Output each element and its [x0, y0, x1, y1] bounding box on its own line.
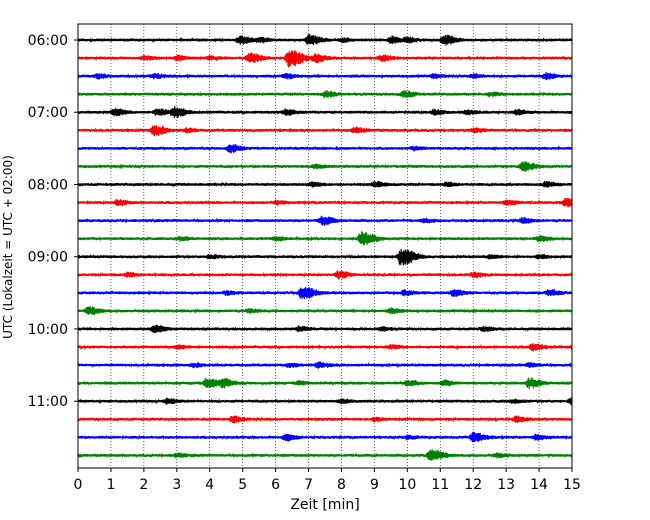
x-tick-label: 4: [205, 477, 214, 493]
seismic-traces: [77, 34, 573, 461]
trace-line: [77, 305, 573, 316]
x-tick-label: 7: [304, 477, 313, 493]
y-tick-label: 09:00: [28, 250, 68, 266]
trace-line: [77, 431, 573, 443]
trace-line: [77, 197, 573, 208]
trace-line: [77, 50, 573, 68]
trace-line: [77, 343, 573, 352]
trace-line: [77, 71, 573, 81]
trace-line: [77, 161, 573, 172]
trace-line: [77, 248, 573, 266]
x-axis-ticks: 0 1 2 3 4 5 6 7 8 9 10 11 12 13 14 15: [74, 468, 581, 493]
trace-line: [77, 106, 573, 119]
y-tick-label: 06:00: [28, 33, 68, 49]
trace-line: [77, 143, 573, 154]
x-tick-label: 8: [337, 477, 346, 493]
x-tick-label: 6: [271, 477, 280, 493]
x-tick-label: 2: [139, 477, 148, 493]
y-tick-label: 08:00: [28, 177, 68, 193]
x-tick-label: 9: [370, 477, 379, 493]
x-tick-label: 1: [106, 477, 115, 493]
trace-line: [77, 361, 573, 369]
y-tick-label: 07:00: [28, 105, 68, 121]
trace-line: [77, 90, 573, 99]
x-tick-label: 14: [530, 477, 548, 493]
x-tick-label: 11: [431, 477, 449, 493]
trace-line: [77, 180, 573, 188]
trace-line: [77, 270, 573, 280]
x-tick-label: 10: [398, 477, 416, 493]
x-tick-label: 5: [238, 477, 247, 493]
trace-line: [77, 231, 573, 246]
plot-frame: [77, 23, 573, 469]
trace-line: [77, 324, 573, 333]
y-axis-ticks: 06:00 07:00 08:00 09:00 10:00 11:00: [28, 33, 78, 410]
trace-line: [77, 397, 573, 407]
x-tick-label: 3: [172, 477, 181, 493]
y-tick-label: 10:00: [28, 322, 68, 338]
trace-line: [77, 34, 573, 46]
trace-line: [77, 286, 573, 299]
x-tick-label: 12: [464, 477, 482, 493]
trace-line: [77, 125, 573, 137]
y-axis-label: UTC (Lokalzeit = UTC + 02:00): [1, 155, 15, 339]
x-tick-label: 15: [563, 477, 581, 493]
x-axis-label: Zeit [min]: [290, 497, 359, 513]
trace-line: [77, 215, 573, 226]
x-tick-label: 13: [497, 477, 515, 493]
trace-line: [77, 449, 573, 461]
y-tick-label: 11:00: [28, 394, 68, 410]
grid-lines: [110, 24, 540, 468]
trace-line: [77, 415, 573, 424]
trace-line: [77, 377, 573, 390]
x-tick-label: 0: [74, 477, 83, 493]
